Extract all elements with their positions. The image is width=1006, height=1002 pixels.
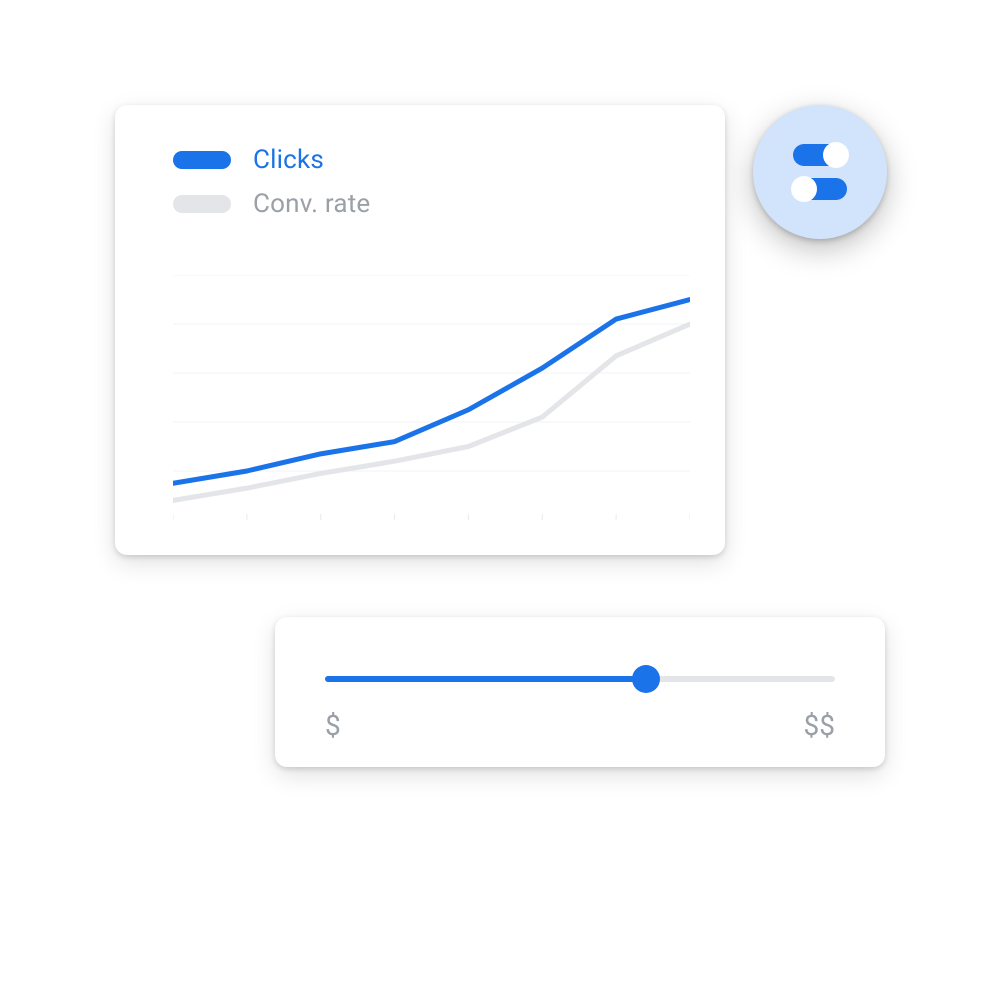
chart-plot-area: [173, 275, 690, 520]
line-chart-svg: [173, 275, 690, 520]
slider-min-label: $: [325, 709, 341, 742]
slider-max-label: $$: [804, 709, 835, 742]
metrics-chart-card: Clicks Conv. rate: [115, 105, 725, 555]
slider-labels: $ $$: [325, 709, 835, 742]
slider-fill: [325, 676, 646, 682]
legend-item-convrate[interactable]: Conv. rate: [173, 189, 725, 219]
legend-swatch-clicks: [173, 151, 231, 169]
legend-item-clicks[interactable]: Clicks: [173, 145, 725, 175]
legend-label-clicks: Clicks: [253, 145, 324, 175]
legend-swatch-convrate: [173, 195, 231, 213]
legend-label-convrate: Conv. rate: [253, 189, 370, 219]
toggle-knob-1: [823, 142, 849, 168]
toggle-switch-1[interactable]: [793, 144, 847, 166]
toggle-badge: [753, 105, 887, 239]
budget-slider[interactable]: [325, 665, 835, 693]
chart-legend: Clicks Conv. rate: [115, 145, 725, 219]
toggle-knob-2: [791, 176, 817, 202]
budget-slider-card: $ $$: [275, 617, 885, 767]
toggle-switch-2[interactable]: [793, 178, 847, 200]
slider-thumb[interactable]: [632, 665, 660, 693]
